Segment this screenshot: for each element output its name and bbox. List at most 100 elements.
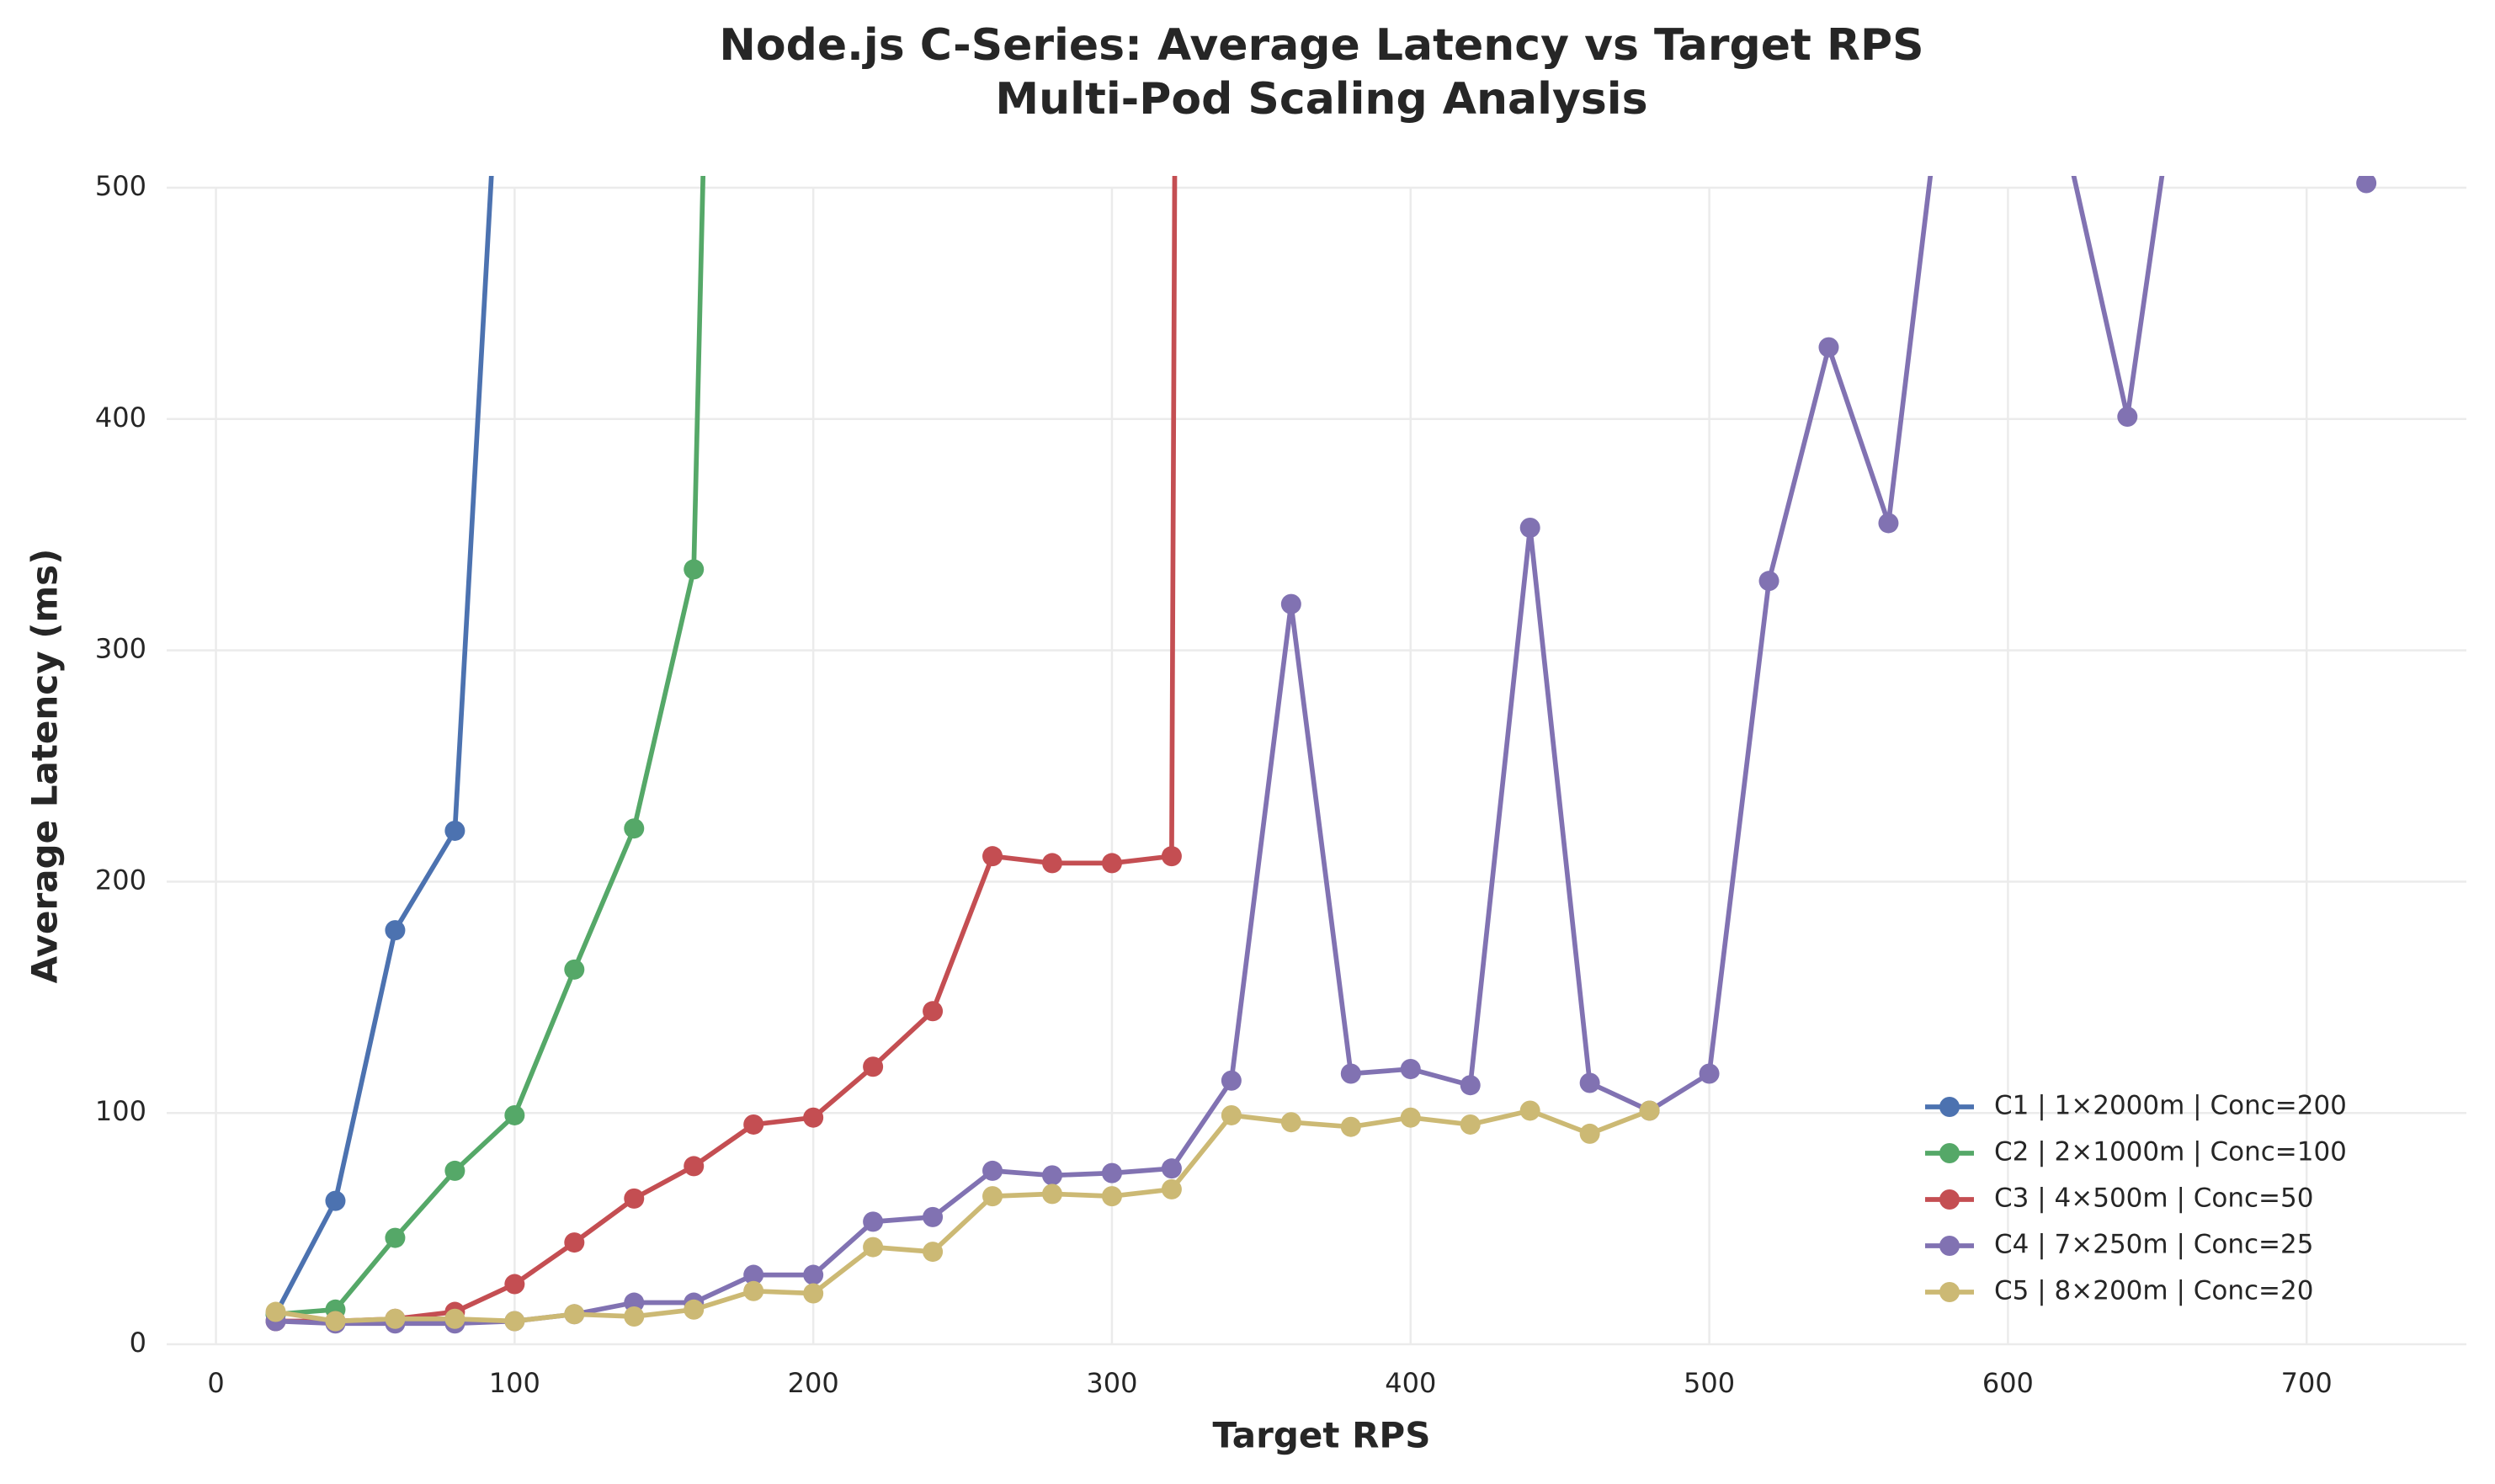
data-point — [564, 1232, 585, 1253]
data-point — [325, 1311, 346, 1332]
x-tick-label: 200 — [788, 1367, 839, 1399]
x-tick-label: 700 — [2281, 1367, 2333, 1399]
data-point — [2057, 138, 2077, 158]
data-point — [624, 1306, 645, 1327]
legend-marker — [1939, 1143, 1960, 1163]
data-point — [1280, 593, 1301, 614]
data-point — [624, 1188, 645, 1209]
grid — [167, 186, 2466, 1346]
data-point — [1818, 337, 1839, 358]
data-point — [923, 1001, 944, 1022]
chart-subtitle: Multi-Pod Scaling Analysis — [995, 74, 1647, 125]
data-point — [385, 1308, 406, 1329]
data-point — [1280, 1112, 1301, 1133]
data-point — [1161, 1158, 1182, 1179]
data-point — [1161, 1178, 1182, 1199]
data-point — [1519, 517, 1540, 538]
x-tick-label: 400 — [1385, 1367, 1436, 1399]
data-point — [1221, 1104, 1242, 1125]
data-point — [1579, 1072, 1600, 1093]
data-point — [1938, 18, 1958, 38]
data-point — [863, 1056, 884, 1077]
data-point — [743, 1264, 764, 1285]
data-point — [1460, 1075, 1481, 1096]
data-point — [1161, 846, 1182, 867]
data-point — [684, 559, 705, 580]
data-point — [1400, 1107, 1421, 1128]
data-point — [743, 1280, 764, 1301]
data-point — [803, 1264, 824, 1285]
y-axis-label: Average Latency (ms) — [24, 549, 66, 984]
series-line — [275, 176, 2369, 1327]
data-point — [1041, 1165, 1062, 1186]
data-point — [923, 1242, 944, 1263]
y-tick-label: 400 — [95, 402, 146, 433]
legend-marker — [1939, 1097, 1960, 1117]
legend-label: C2 | 2×1000m | Conc=100 — [1994, 1137, 2347, 1168]
data-point — [982, 1186, 1003, 1207]
x-tick-label: 0 — [207, 1367, 224, 1399]
x-tick-label: 300 — [1086, 1367, 1137, 1399]
data-point — [385, 920, 406, 941]
data-point — [1340, 1116, 1361, 1137]
data-point — [504, 1274, 525, 1295]
data-point — [2237, 39, 2257, 59]
y-tick-label: 0 — [130, 1327, 146, 1359]
x-tick-label: 600 — [1982, 1367, 2034, 1399]
x-tick-label: 500 — [1684, 1367, 1735, 1399]
data-point — [444, 1160, 465, 1181]
data-point — [1998, 39, 2018, 59]
data-point — [863, 1237, 884, 1258]
y-tick-label: 500 — [95, 170, 146, 202]
y-tick-label: 200 — [95, 864, 146, 896]
data-point — [1340, 1063, 1361, 1084]
data-point — [1460, 1114, 1481, 1135]
data-point — [504, 1104, 525, 1125]
data-point — [1400, 1058, 1421, 1079]
data-point — [325, 1190, 346, 1211]
plot-area — [265, 18, 2377, 1334]
series-line — [275, 1108, 1651, 1324]
y-tick-label: 300 — [95, 633, 146, 665]
y-tick-label: 100 — [95, 1095, 146, 1127]
x-axis-label: Target RPS — [1213, 1415, 1431, 1456]
legend: C1 | 1×2000m | Conc=200 C2 | 2×1000m | Co… — [1925, 1091, 2347, 1306]
legend-label: C1 | 1×2000m | Conc=200 — [1994, 1091, 2347, 1121]
data-point — [2356, 176, 2377, 194]
data-point — [624, 818, 645, 839]
data-point — [1221, 1070, 1242, 1091]
data-point — [1101, 853, 1122, 874]
data-point — [624, 1292, 645, 1313]
data-point — [2296, 85, 2317, 105]
data-point — [743, 1114, 764, 1135]
data-point — [265, 1301, 286, 1322]
legend-marker — [1939, 1236, 1960, 1256]
legend-marker — [1939, 1282, 1960, 1302]
data-point — [1101, 1162, 1122, 1183]
data-point — [385, 1227, 406, 1248]
data-point — [982, 1160, 1003, 1181]
data-point — [982, 846, 1003, 867]
data-point — [444, 1308, 465, 1329]
data-point — [1519, 1100, 1540, 1121]
legend-label: C5 | 8×200m | Conc=20 — [1994, 1276, 2313, 1306]
legend-marker — [1939, 1189, 1960, 1210]
data-point — [923, 1206, 944, 1227]
data-point — [684, 1299, 705, 1320]
data-point — [1101, 1186, 1122, 1207]
data-point — [1639, 1100, 1660, 1121]
data-point — [564, 959, 585, 980]
legend-label: C3 | 4×500m | Conc=50 — [1994, 1183, 2313, 1214]
data-point — [564, 1304, 585, 1325]
x-tick-label: 100 — [489, 1367, 540, 1399]
data-point — [684, 1156, 705, 1177]
data-point — [1699, 1063, 1720, 1084]
legend-label: C4 | 7×250m | Conc=25 — [1994, 1230, 2313, 1260]
series-line — [273, 176, 494, 1316]
data-point — [803, 1283, 824, 1304]
data-point — [1041, 853, 1062, 874]
data-point — [504, 1311, 525, 1332]
chart-title: Node.js C-Series: Average Latency vs Tar… — [719, 20, 1923, 71]
data-point — [863, 1211, 884, 1232]
